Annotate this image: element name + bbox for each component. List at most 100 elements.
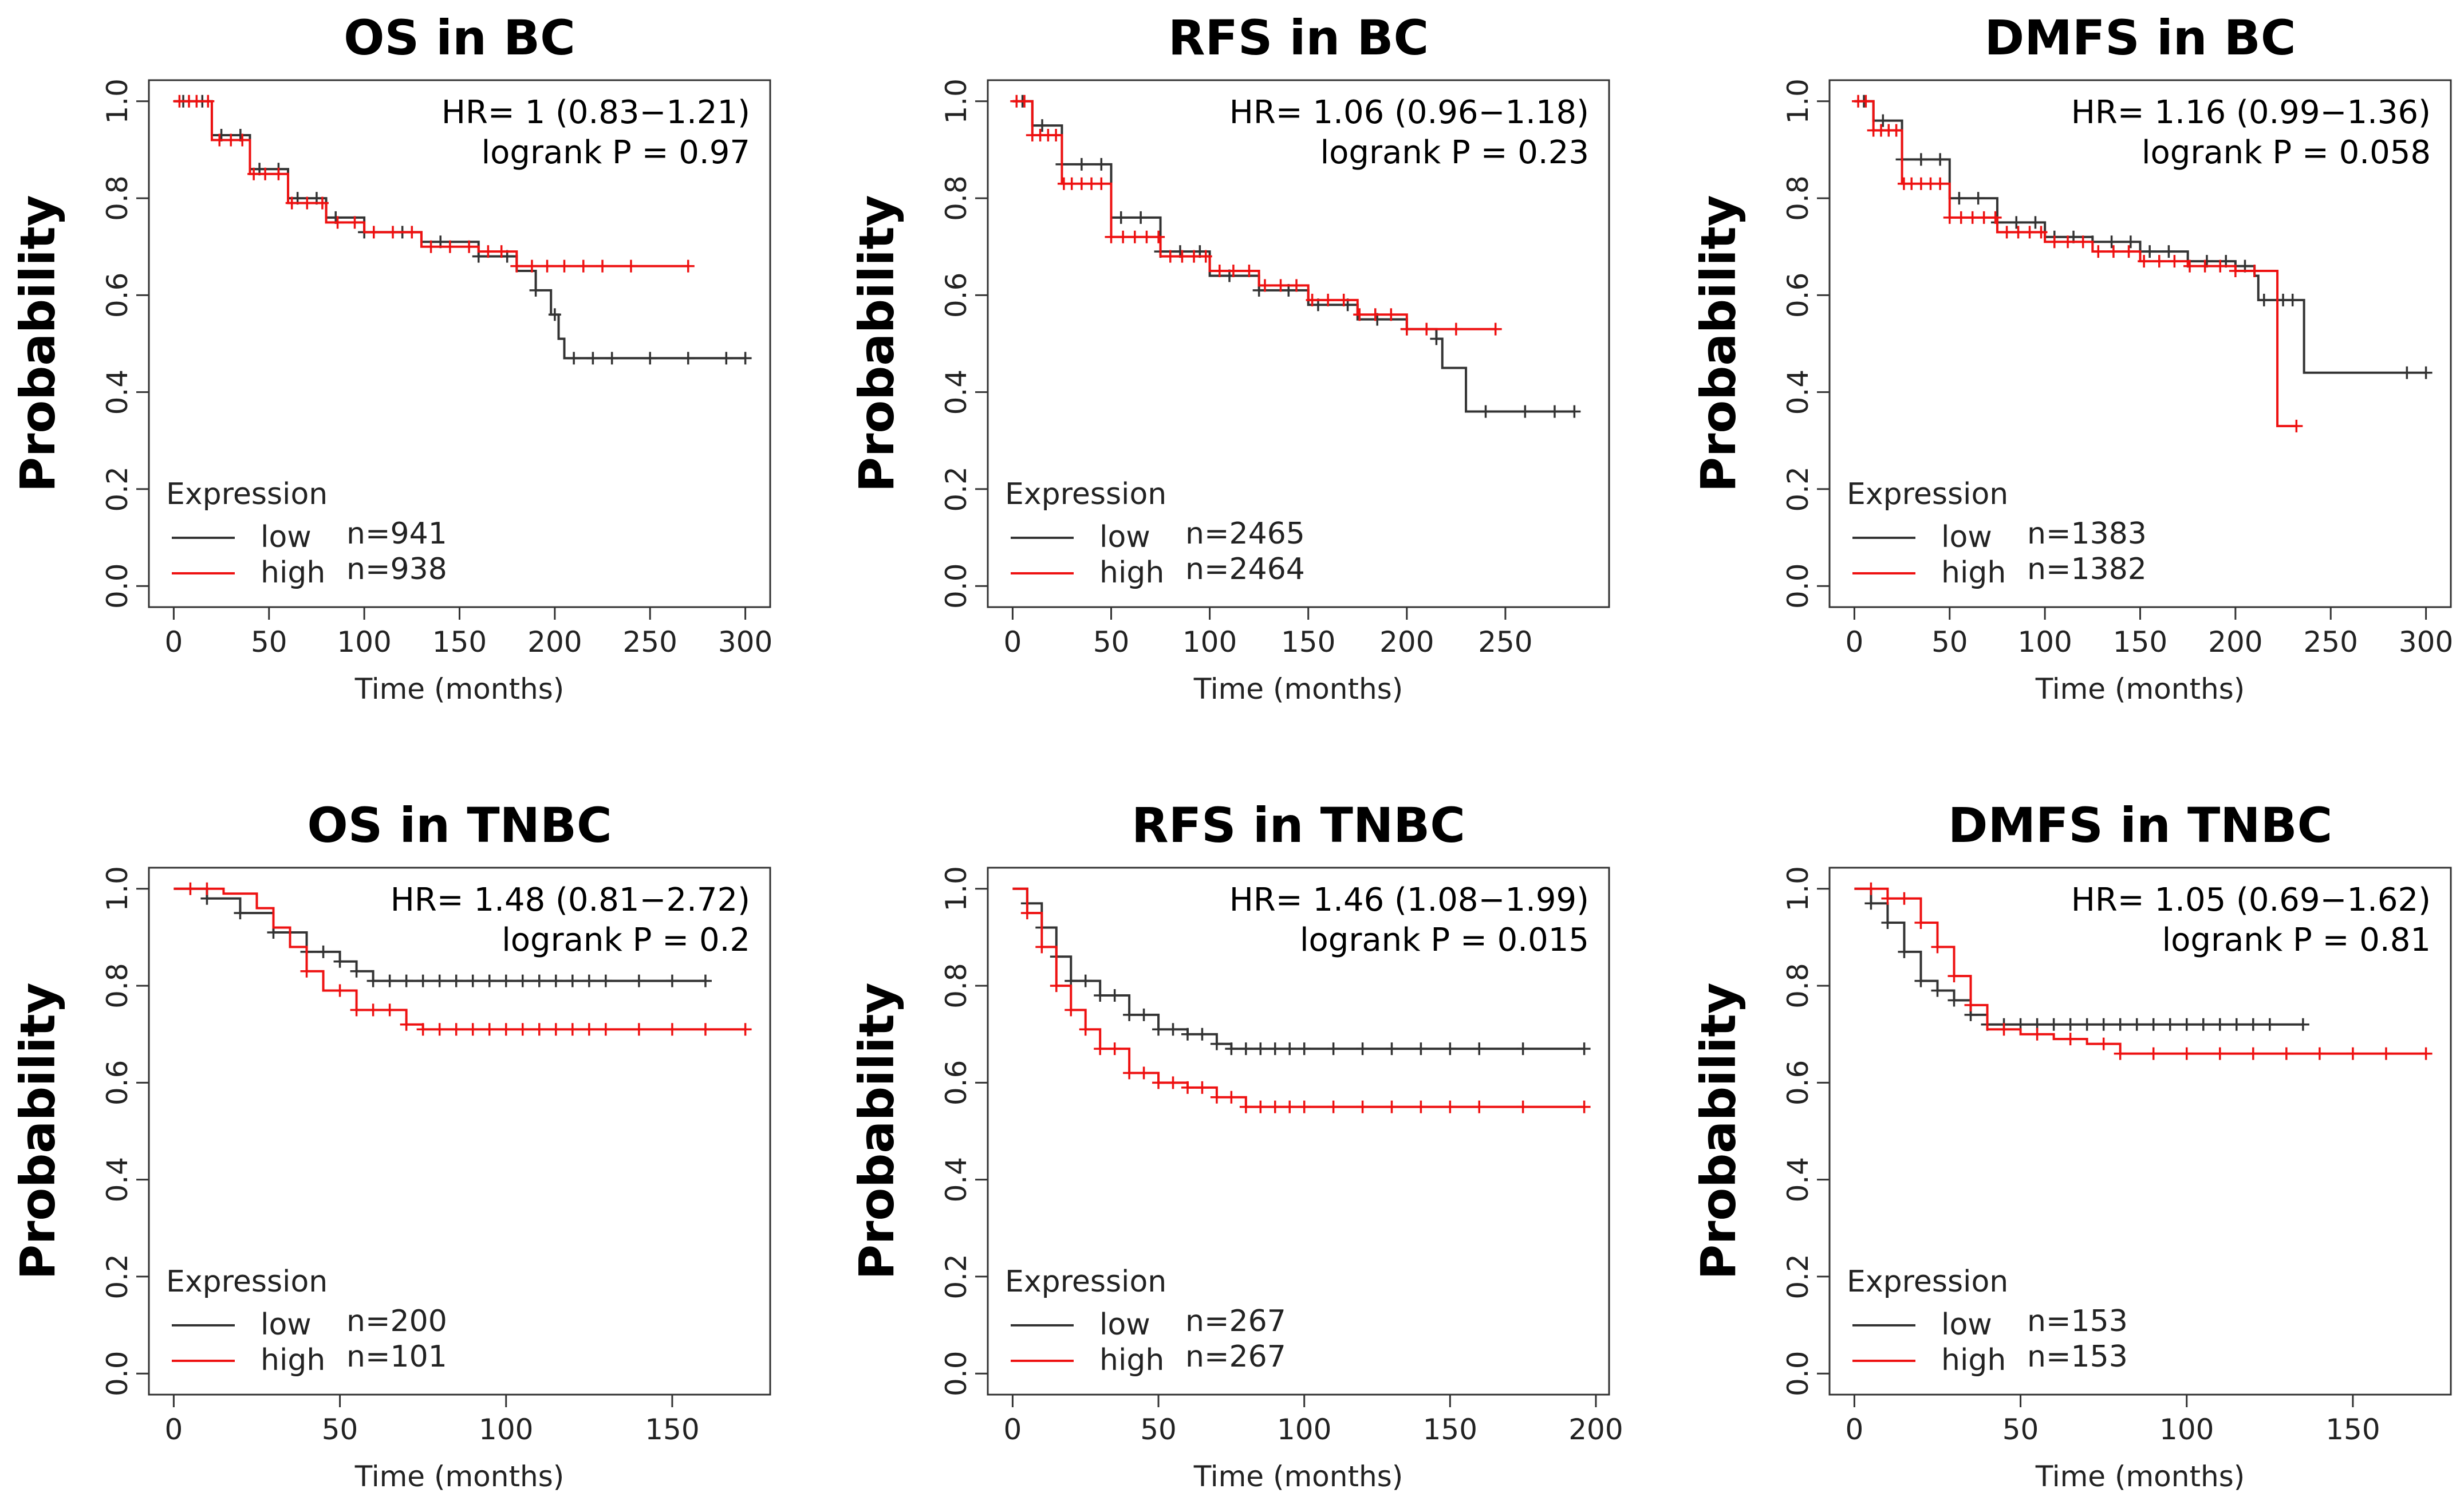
censor-mark — [2168, 255, 2181, 268]
censor-mark — [1210, 1090, 1223, 1104]
km-panel-6: DMFS in TNBC 0.0 0.2 0.4 0.6 0.8 1.0 0 50 100 150 T… — [1690, 797, 2452, 1493]
censor-mark — [2105, 235, 2118, 249]
censor-mark — [433, 974, 446, 987]
censor-mark — [2097, 1018, 2110, 1031]
censor-mark — [739, 352, 752, 365]
y-tick-label: 0.6 — [1781, 273, 1815, 318]
y-tick-label: 1.0 — [1781, 78, 1815, 124]
logrank-p-text: logrank P = 0.015 — [1300, 922, 1589, 959]
censor-mark — [549, 1023, 562, 1036]
censor-mark — [2419, 1047, 2433, 1060]
legend: Expression low n=2465 high n=2464 — [1005, 477, 1305, 590]
censor-mark — [1473, 1042, 1486, 1056]
censor-mark — [1337, 293, 1350, 306]
censor-mark — [1108, 1042, 1121, 1056]
censor-mark — [1516, 1042, 1529, 1056]
censor-mark — [1137, 1066, 1150, 1080]
legend-label-low: low — [261, 520, 312, 554]
legend: Expression low n=267 high n=267 — [1005, 1265, 1286, 1377]
y-tick-label: 0.6 — [101, 273, 134, 318]
legend-count-low: n=2465 — [1185, 517, 1305, 551]
censor-mark — [2023, 226, 2036, 239]
plot-frame — [148, 867, 771, 1396]
censor-mark — [2047, 1018, 2060, 1031]
y-tick-label: 0.8 — [1781, 175, 1815, 221]
censor-mark — [236, 133, 249, 147]
panel-title: OS in BC — [344, 10, 575, 66]
censor-mark — [1095, 158, 1108, 171]
censor-mark — [1290, 279, 1303, 292]
censor-mark — [1356, 1100, 1369, 1113]
censor-mark — [632, 1023, 645, 1036]
censor-mark — [416, 1023, 429, 1036]
censor-mark — [463, 240, 476, 253]
censor-mark — [1050, 129, 1063, 142]
censor-mark — [577, 259, 590, 273]
censor-mark — [699, 1023, 712, 1036]
hazard-ratio-text: HR= 1.05 (0.69−1.62) — [2071, 881, 2431, 919]
censor-mark — [1225, 1042, 1238, 1056]
censor-mark — [2296, 1018, 2309, 1031]
x-tick-label: 100 — [2159, 1413, 2214, 1446]
censor-mark — [2290, 419, 2303, 432]
censor-mark — [1947, 970, 1961, 983]
x-tick-label: 0 — [164, 625, 183, 659]
censor-mark — [2346, 1047, 2359, 1060]
censor-mark — [2048, 235, 2061, 249]
legend-label-high: high — [1099, 556, 1164, 590]
censor-mark — [1196, 1081, 1209, 1094]
series-high — [1854, 882, 2433, 1060]
y-tick-label: 0.4 — [1781, 1157, 1815, 1203]
censor-mark — [1322, 293, 1335, 306]
x-tick-label: 150 — [2113, 625, 2167, 659]
censor-mark — [2114, 1047, 2127, 1060]
x-tick-label: 300 — [2399, 625, 2453, 659]
legend-label-high: high — [1099, 1343, 1164, 1377]
censor-mark — [1430, 332, 1443, 345]
censor-mark — [424, 240, 437, 253]
x-axis-label: Time (months) — [2035, 1460, 2245, 1493]
x-axis-label: Time (months) — [354, 1460, 565, 1493]
censor-mark — [2064, 1033, 2077, 1046]
series-high — [173, 95, 695, 273]
censor-mark — [2012, 226, 2025, 239]
y-axis-label: Probability — [10, 195, 66, 493]
x-tick-label: 100 — [479, 1413, 533, 1446]
x-tick-label: 50 — [251, 625, 287, 659]
censor-mark — [1123, 1008, 1136, 1021]
plot-frame — [987, 79, 1610, 608]
y-tick-label: 0.2 — [940, 1254, 973, 1300]
hazard-ratio-text: HR= 1.48 (0.81−2.72) — [391, 881, 750, 919]
censor-mark — [2162, 245, 2175, 258]
x-tick-label: 50 — [2002, 1413, 2039, 1446]
censor-mark — [1934, 153, 1947, 166]
censor-mark — [1881, 892, 1894, 905]
censor-mark — [2163, 1018, 2177, 1031]
y-axis-label: Probability — [849, 983, 905, 1280]
censor-mark — [548, 308, 561, 321]
censor-mark — [331, 216, 344, 229]
y-tick-label: 0.6 — [940, 273, 973, 318]
censor-mark — [2138, 255, 2151, 268]
censor-mark — [1176, 250, 1189, 263]
survival-curve-low — [174, 887, 705, 982]
x-tick-label: 100 — [337, 625, 391, 659]
censor-mark — [1268, 1042, 1282, 1056]
censor-mark — [720, 352, 733, 365]
censor-mark — [2114, 1018, 2127, 1031]
censor-mark — [510, 259, 523, 273]
hazard-ratio-text: HR= 1 (0.83−1.21) — [441, 94, 750, 131]
censor-mark — [605, 352, 618, 365]
censor-mark — [1449, 322, 1462, 336]
censor-mark — [1473, 1100, 1486, 1113]
x-axis-label: Time (months) — [2035, 672, 2245, 706]
x-tick-label: 150 — [2325, 1413, 2380, 1446]
censor-mark — [1254, 1042, 1267, 1056]
censor-mark — [644, 352, 657, 365]
censor-mark — [1094, 989, 1107, 1002]
censor-mark — [383, 1003, 396, 1017]
censor-mark — [1954, 211, 1968, 224]
legend: Expression low n=200 high n=101 — [166, 1265, 447, 1377]
legend-count-low: n=200 — [346, 1304, 447, 1338]
